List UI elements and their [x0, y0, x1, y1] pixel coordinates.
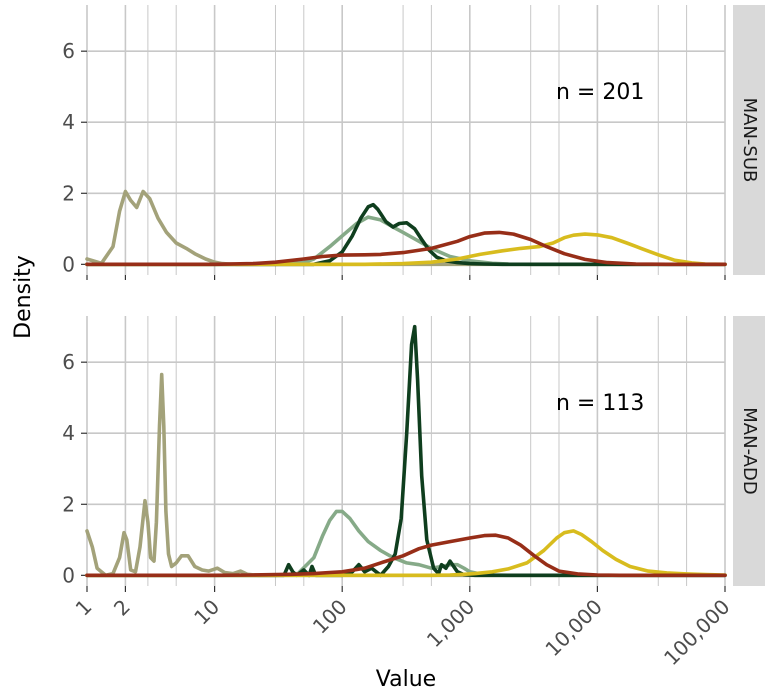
y-tick-label: 0: [62, 563, 75, 587]
facet-strip-label: MAN-ADD: [739, 407, 760, 494]
facet-strip: [733, 5, 765, 275]
y-tick-label: 2: [62, 492, 75, 516]
density-line-rust: [85, 230, 727, 267]
y-tick-label: 4: [62, 110, 75, 134]
y-tick-label: 6: [62, 39, 75, 63]
y-tick-label: 6: [62, 350, 75, 374]
x-axis-title: Value: [376, 667, 436, 692]
density-line-olive: [85, 372, 727, 578]
density-line-rust: [85, 533, 727, 578]
panel-0: 0 2 4 6 n = 201 MAN-SUB: [62, 5, 765, 276]
sample-size-annotation: n = 113: [556, 391, 644, 416]
y-tick-label: 0: [62, 252, 75, 276]
panel-1: 0 2 4 6 n = 113 MAN-ADD: [62, 316, 765, 587]
facet-strip: [733, 316, 765, 586]
facet-strip-label: MAN-SUB: [739, 98, 760, 183]
density-line-darkgreen: [85, 324, 727, 578]
y-tick-label: 4: [62, 421, 75, 445]
x-tick-label: 100,000: [659, 595, 734, 670]
x-tick-label: 10,000: [540, 595, 606, 661]
y-tick-label: 2: [62, 181, 75, 205]
x-tick-label: 10: [189, 595, 224, 630]
x-tick-label: 1,000: [422, 595, 479, 652]
density-line-gold: [85, 232, 727, 267]
density-line-darkgreen: [85, 202, 727, 267]
x-tick-label: 100: [308, 595, 352, 639]
density-line-gold: [85, 529, 727, 578]
sample-size-annotation: n = 201: [556, 80, 644, 105]
x-tick-label: 2: [109, 595, 135, 621]
y-axis-title: Density: [11, 255, 36, 339]
x-tick-label: 1: [71, 595, 97, 621]
